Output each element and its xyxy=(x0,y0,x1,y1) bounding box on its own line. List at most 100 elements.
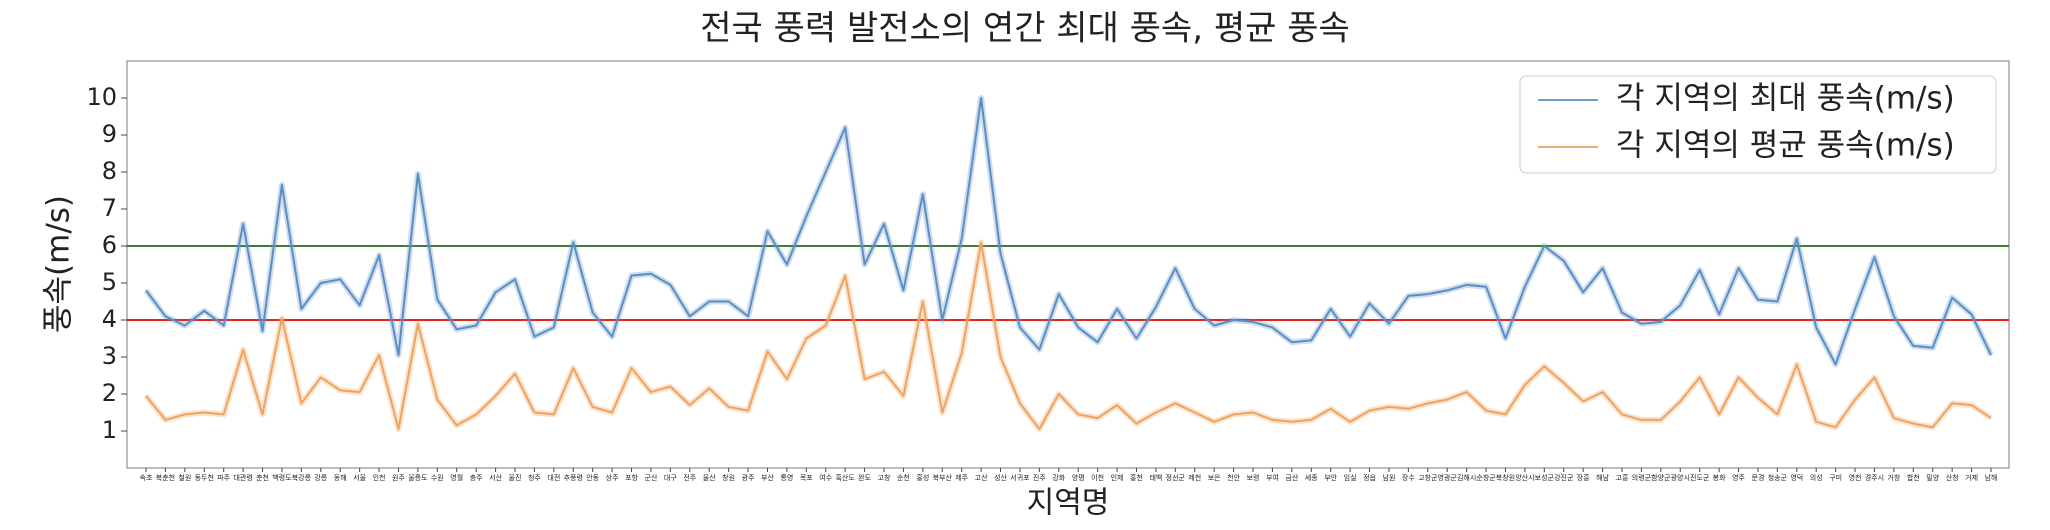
x-tick-label: 흑산도 xyxy=(835,473,855,482)
x-tick-label: 구미 xyxy=(1829,473,1842,482)
chart-title: 전국 풍력 발전소의 연간 최대 풍속, 평균 풍속 xyxy=(700,9,1350,49)
x-tick-label: 홍성 xyxy=(916,473,929,482)
x-tick-label: 문경 xyxy=(1752,473,1765,482)
x-tick-label: 양산시 xyxy=(1515,473,1534,482)
x-tick-label: 강진군 xyxy=(1554,473,1574,482)
y-axis-label: 풍속(m/s) xyxy=(41,195,77,333)
x-tick-label: 의성 xyxy=(1810,473,1823,482)
x-tick-label: 이천 xyxy=(1091,473,1104,482)
x-tick-label: 광양시 xyxy=(1671,474,1690,482)
series-line xyxy=(145,97,1992,366)
x-tick-label: 속초 xyxy=(140,474,153,482)
x-tick-label: 성산 xyxy=(994,473,1007,482)
x-tick-label: 대구 xyxy=(664,474,677,482)
x-tick-label: 정선군 xyxy=(1166,473,1186,482)
x-tick-label: 순창군 xyxy=(1476,474,1496,482)
x-tick-label: 진주 xyxy=(1033,473,1046,482)
x-tick-label: 서산 xyxy=(489,473,502,482)
x-tick-label: 보성군 xyxy=(1535,473,1555,482)
y-tick-label: 5 xyxy=(102,268,117,296)
x-tick-label: 임실 xyxy=(1344,473,1357,482)
x-tick-label: 수원 xyxy=(431,473,444,482)
x-tick-label: 고산 xyxy=(975,473,988,482)
x-tick-label: 상주 xyxy=(606,473,619,482)
x-tick-label: 영광군 xyxy=(1438,473,1458,482)
y-tick-label: 2 xyxy=(102,379,117,407)
x-tick-label: 장흥 xyxy=(1577,473,1590,482)
x-tick-label: 울진 xyxy=(509,473,522,482)
x-tick-label: 고창 xyxy=(878,474,891,482)
x-tick-label: 북강릉 xyxy=(292,473,312,482)
x-tick-label: 해남 xyxy=(1596,473,1609,482)
series-band xyxy=(143,239,1993,433)
x-tick-label: 완도 xyxy=(858,474,871,482)
x-tick-label: 양평 xyxy=(1072,473,1085,482)
x-tick-label: 함양군 xyxy=(1651,473,1671,482)
x-tick-label: 추풍령 xyxy=(564,474,583,482)
x-tick-label: 부안 xyxy=(1324,473,1337,482)
x-tick-label: 의령군 xyxy=(1632,473,1652,482)
x-tick-label: 세종 xyxy=(1305,473,1318,482)
x-tick-label: 봉화 xyxy=(1713,474,1726,482)
x-tick-label: 철원 xyxy=(178,473,191,482)
legend-box xyxy=(1519,75,1997,174)
x-tick-label: 군산 xyxy=(645,473,658,482)
y-tick-label: 6 xyxy=(102,231,117,259)
y-tick-label: 7 xyxy=(102,194,117,222)
y-tick-label: 1 xyxy=(102,416,117,444)
x-tick-label: 영천 xyxy=(1849,473,1862,482)
x-tick-label: 고창군 xyxy=(1418,474,1438,482)
x-tick-label: 거창 xyxy=(1887,473,1900,482)
x-tick-label: 서귀포 xyxy=(1010,473,1030,482)
x-tick-label: 밀양 xyxy=(1926,474,1939,482)
y-tick-label: 9 xyxy=(102,120,117,148)
x-tick-label: 인제 xyxy=(1111,473,1124,482)
x-tick-label: 합천 xyxy=(1907,473,1920,482)
x-tick-label: 천안 xyxy=(1227,473,1240,482)
x-tick-label: 장수 xyxy=(1402,473,1415,482)
x-tick-label: 남해 xyxy=(1985,473,1998,482)
x-tick-label: 청송군 xyxy=(1768,474,1788,482)
x-tick-label: 영주 xyxy=(1732,473,1745,482)
x-tick-label: 원주 xyxy=(392,473,405,482)
x-tick-label: 고흥 xyxy=(1616,473,1629,482)
x-tick-label: 순천 xyxy=(897,473,910,482)
x-tick-label: 진도군 xyxy=(1690,473,1710,482)
x-tick-label: 북부산 xyxy=(933,473,953,482)
x-tick-label: 경주시 xyxy=(1865,473,1884,482)
legend-label: 각 지역의 평균 풍속(m/s) xyxy=(1616,128,1955,164)
series-line xyxy=(145,241,1992,431)
x-axis-label: 지역명 xyxy=(1027,486,1110,521)
x-tick-label: 백령도 xyxy=(272,473,292,482)
x-tick-label: 여수 xyxy=(819,473,832,482)
x-tick-label: 정읍 xyxy=(1363,473,1376,482)
x-tick-label: 포항 xyxy=(625,473,638,482)
x-tick-label: 인천 xyxy=(373,473,386,482)
x-tick-label: 보령 xyxy=(1247,474,1260,482)
legend: 각 지역의 최대 풍속(m/s) 각 지역의 평균 풍속(m/s) xyxy=(1519,75,1997,174)
x-tick-label: 동두천 xyxy=(195,473,214,482)
x-tick-label: 제천 xyxy=(1188,473,1201,482)
x-tick-label: 서울 xyxy=(353,473,366,482)
x-tick-label: 광주 xyxy=(742,474,755,482)
x-tick-label: 영덕 xyxy=(1790,473,1803,482)
x-tick-label: 동해 xyxy=(334,473,347,482)
x-tick-label: 보은 xyxy=(1208,474,1221,482)
y-tick-label: 4 xyxy=(102,305,117,333)
x-tick-label: 부여 xyxy=(1266,473,1279,482)
x-tick-label: 파주 xyxy=(217,473,230,482)
x-tick-label: 제주 xyxy=(955,474,968,482)
x-tick-label: 춘천 xyxy=(256,473,269,482)
x-tick-label: 전주 xyxy=(683,473,696,482)
x-tick-label: 북춘천 xyxy=(156,473,175,482)
x-tick-label: 울릉도 xyxy=(408,474,428,482)
x-tick-label: 울산 xyxy=(703,473,716,482)
x-tick-label: 충주 xyxy=(470,473,483,482)
legend-label: 각 지역의 최대 풍속(m/s) xyxy=(1616,81,1955,117)
x-tick-label: 대전 xyxy=(547,473,560,482)
x-tick-label: 대관령 xyxy=(233,473,252,482)
x-tick-label: 창원 xyxy=(722,473,735,482)
plot-frame xyxy=(126,60,2010,469)
x-tick-label: 금산 xyxy=(1285,473,1298,482)
x-tick-label: 안동 xyxy=(586,473,599,482)
